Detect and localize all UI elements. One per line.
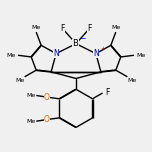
Text: F: F [87, 24, 92, 33]
Text: B: B [72, 39, 78, 48]
Text: O: O [44, 93, 50, 102]
Text: Me: Me [7, 53, 16, 58]
Text: +: + [101, 46, 106, 51]
Text: Me: Me [27, 119, 36, 124]
Text: N: N [53, 49, 59, 58]
Text: Me: Me [111, 25, 120, 30]
Text: Me: Me [27, 93, 36, 98]
Text: Me: Me [32, 25, 41, 30]
Text: F: F [60, 24, 65, 33]
Text: N: N [93, 49, 99, 58]
Text: Me: Me [136, 53, 145, 58]
Text: O: O [44, 115, 50, 124]
Text: Me: Me [15, 78, 24, 83]
Text: Me: Me [128, 78, 137, 83]
Text: F: F [105, 88, 110, 97]
Text: −: − [79, 34, 86, 43]
